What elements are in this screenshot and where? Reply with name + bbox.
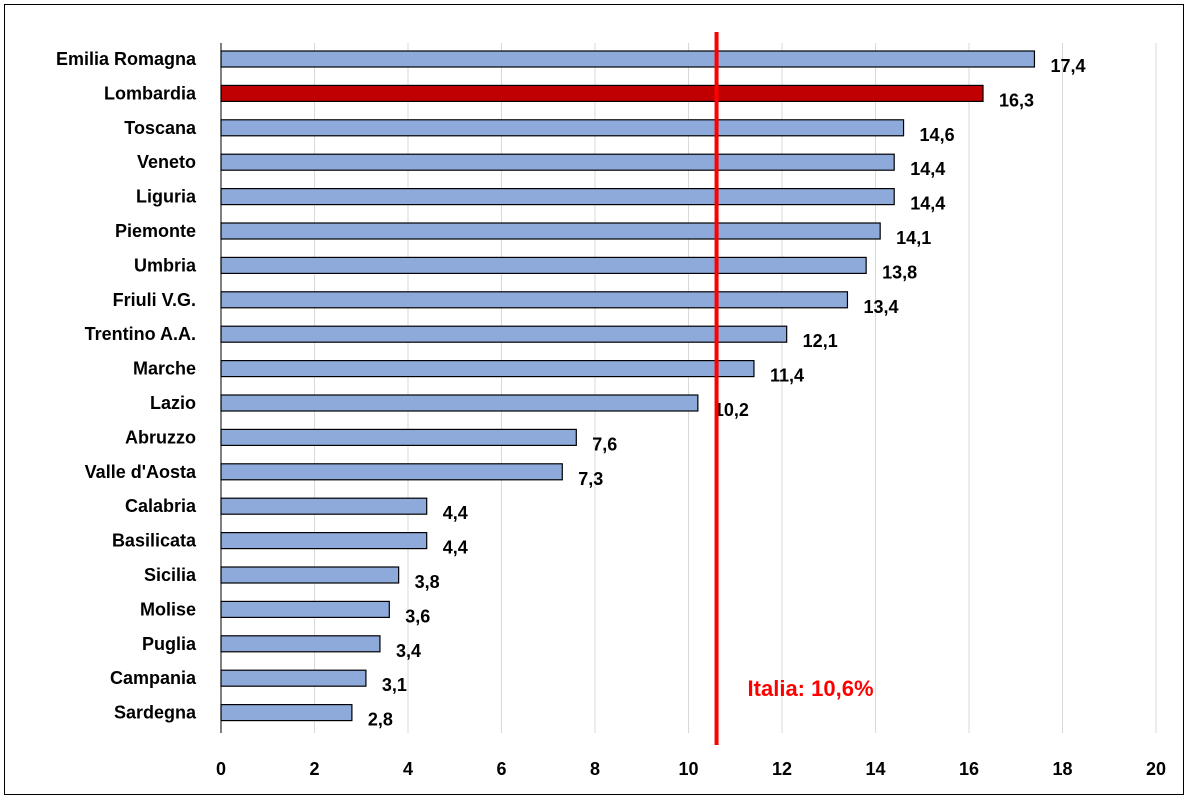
x-tick-label: 20 (1146, 759, 1166, 779)
x-tick-label: 2 (309, 759, 319, 779)
bar (220, 188, 895, 206)
value-label: 16,3 (999, 90, 1034, 110)
category-label: Marche (133, 359, 196, 379)
value-label: 4,4 (443, 503, 468, 523)
bar (220, 531, 428, 550)
category-label: Piemonte (115, 221, 196, 241)
category-label: Abruzzo (125, 427, 196, 447)
bar (220, 669, 367, 687)
value-label: 11,4 (770, 366, 804, 386)
value-label: 17,4 (1050, 56, 1085, 76)
bar (220, 428, 577, 446)
x-tick-label: 16 (959, 759, 979, 779)
bar (220, 703, 353, 722)
bar (220, 256, 867, 274)
category-label: Basilicata (112, 531, 197, 551)
category-label: Lazio (150, 393, 196, 413)
x-tick-label: 14 (865, 759, 885, 779)
x-tick-label: 4 (403, 759, 413, 779)
category-label: Umbria (134, 255, 197, 275)
category-labels: Emilia Romagna Lombardia Toscana Veneto Ligu… (56, 49, 197, 723)
bar (220, 635, 381, 653)
category-label: Sicilia (144, 565, 197, 585)
bar (220, 50, 1036, 68)
bar (220, 360, 755, 378)
value-label: 3,1 (382, 675, 407, 695)
value-label: 3,6 (405, 606, 430, 626)
value-label: 14,4 (910, 159, 945, 179)
bar (220, 394, 699, 412)
value-label: 3,8 (415, 572, 440, 592)
value-label: 7,3 (578, 469, 603, 489)
x-tick-label: 8 (590, 759, 600, 779)
bar (220, 222, 881, 240)
category-label: Trentino A.A. (85, 324, 196, 344)
category-label: Sardegna (114, 703, 197, 723)
bar (220, 325, 788, 343)
value-label: 14,4 (910, 194, 945, 214)
bar (220, 153, 895, 171)
value-label: 14,1 (896, 228, 931, 248)
bar (220, 119, 905, 137)
category-label: Lombardia (104, 83, 197, 103)
category-label: Campania (110, 668, 197, 688)
category-label: Calabria (125, 496, 197, 516)
value-label: 7,6 (592, 434, 617, 454)
reference-line-label: Italia: 10,6% (748, 676, 874, 701)
bar (220, 497, 428, 515)
bar (220, 463, 563, 481)
value-label: 13,4 (863, 297, 898, 317)
grid-lines (220, 43, 1157, 733)
value-label: 4,4 (443, 538, 468, 558)
category-label: Friuli V.G. (113, 290, 196, 310)
value-label: 10,2 (714, 400, 749, 420)
x-tick-labels: 0 2 4 6 8 10 12 14 16 18 20 (216, 759, 1166, 779)
category-label: Puglia (142, 634, 197, 654)
category-label: Molise (140, 599, 196, 619)
value-label: 2,8 (368, 710, 393, 730)
bar-chart: Emilia Romagna Lombardia Toscana Veneto Ligu… (56, 32, 1166, 779)
chart-frame: Emilia Romagna Lombardia Toscana Veneto Ligu… (4, 4, 1184, 795)
value-label: 13,8 (882, 262, 917, 282)
bar (220, 84, 984, 103)
bar (220, 566, 400, 584)
value-label: 3,4 (396, 641, 421, 661)
x-tick-label: 6 (496, 759, 506, 779)
category-label: Valle d'Aosta (85, 462, 197, 482)
category-label: Emilia Romagna (56, 49, 197, 69)
x-tick-label: 18 (1052, 759, 1072, 779)
bar (220, 600, 390, 619)
category-label: Toscana (124, 118, 197, 138)
value-labels: 17,4 16,3 14,6 14,4 14,4 14,1 13,8 13,4 12,1 11,4… (368, 56, 1086, 730)
bar (220, 291, 849, 309)
category-label: Liguria (136, 187, 197, 207)
x-tick-label: 12 (772, 759, 792, 779)
reference-line-group: Italia: 10,6% (714, 32, 874, 745)
x-tick-label: 0 (216, 759, 226, 779)
bars (220, 50, 1036, 722)
value-label: 14,6 (920, 125, 955, 145)
x-tick-label: 10 (678, 759, 698, 779)
value-label: 12,1 (803, 331, 838, 351)
category-label: Veneto (137, 152, 196, 172)
